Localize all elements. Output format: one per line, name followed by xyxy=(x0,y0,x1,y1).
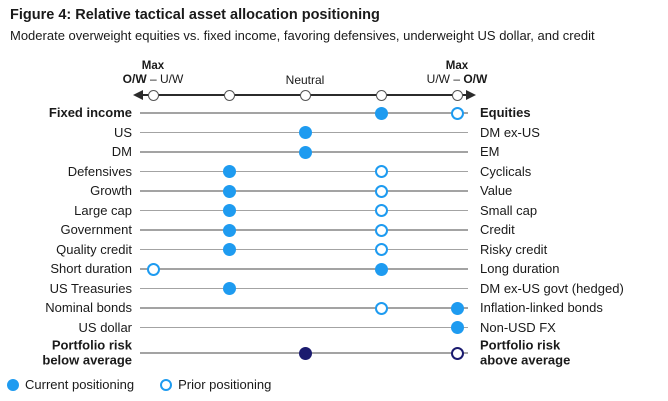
row-label-right: Small cap xyxy=(480,202,538,218)
row-label-right: Inflation-linked bonds xyxy=(480,299,603,315)
row-label-right: Risky credit xyxy=(480,241,548,257)
row-label-left: Large cap xyxy=(74,202,132,218)
row-label-right: Long duration xyxy=(480,260,560,276)
prior-dot xyxy=(374,223,388,237)
row-label-right: Non-USD FX xyxy=(480,319,556,335)
legend-current-label: Current positioning xyxy=(25,377,135,392)
prior-dot xyxy=(374,165,388,178)
figure-title: Figure 4: Relative tactical asset alloca… xyxy=(10,7,380,23)
current-dot xyxy=(450,301,464,315)
current-positioning-dot-icon xyxy=(7,378,19,391)
row-label-left: DM xyxy=(111,143,132,159)
row-line xyxy=(140,209,468,212)
axis-label-neutral: Neutral xyxy=(285,73,325,87)
row-label-left: Fixed income xyxy=(48,104,132,120)
row-label-right: DM ex-US xyxy=(480,124,540,140)
row-label-right: Portfolio risk above average xyxy=(480,337,571,367)
legend: Current positioning Prior positioning xyxy=(7,377,271,392)
prior-dot xyxy=(450,346,464,360)
row-line xyxy=(140,287,468,290)
row-line xyxy=(140,326,468,329)
row-label-right: Value xyxy=(480,182,513,198)
row-label-right: DM ex-US govt (hedged) xyxy=(480,280,624,296)
prior-dot xyxy=(374,184,388,198)
legend-item-prior: Prior positioning xyxy=(160,377,271,392)
current-dot xyxy=(222,223,236,237)
current-dot xyxy=(374,106,388,120)
row-label-right: EM xyxy=(480,143,500,159)
row-label-left: Government xyxy=(60,221,132,237)
axis-tick xyxy=(375,89,387,101)
axis-label-max-ow-left: Max O/W – U/W xyxy=(122,60,184,86)
prior-dot xyxy=(374,243,388,256)
legend-prior-label: Prior positioning xyxy=(178,377,272,392)
current-dot xyxy=(298,126,312,139)
row-label-left: Nominal bonds xyxy=(45,299,132,315)
current-dot xyxy=(450,321,464,334)
current-dot xyxy=(222,282,236,295)
row-line xyxy=(140,190,468,192)
current-dot xyxy=(222,184,236,198)
axis-tick xyxy=(147,89,159,101)
row-label-right: Equities xyxy=(480,104,531,120)
figure-subtitle: Moderate overweight equities vs. fixed i… xyxy=(10,28,595,43)
row-label-left: US Treasuries xyxy=(49,280,132,296)
current-dot xyxy=(222,165,236,178)
current-dot xyxy=(374,262,388,276)
prior-dot xyxy=(374,204,388,217)
current-dot xyxy=(222,243,236,256)
row-line xyxy=(140,268,468,270)
current-dot xyxy=(298,145,312,159)
prior-positioning-circle-icon xyxy=(160,378,173,391)
row-line xyxy=(140,248,468,251)
row-label-left: Portfolio risk below average xyxy=(42,337,132,367)
row-label-right: Cyclicals xyxy=(480,163,532,179)
row-label-left: Short duration xyxy=(50,260,132,276)
legend-item-current: Current positioning xyxy=(7,377,134,392)
current-dot xyxy=(298,346,312,360)
axis-tick xyxy=(451,89,463,101)
row-label-left: Quality credit xyxy=(56,241,132,257)
axis-tick xyxy=(223,89,235,101)
axis-arrow-left-icon xyxy=(133,90,143,100)
prior-dot xyxy=(450,106,464,120)
prior-dot xyxy=(146,262,160,276)
row-label-left: Growth xyxy=(90,182,132,198)
row-label-right: Credit xyxy=(480,221,515,237)
row-line xyxy=(140,307,468,309)
prior-dot xyxy=(374,301,388,315)
row-label-left: Defensives xyxy=(67,163,132,179)
row-label-left: US xyxy=(113,124,132,140)
axis-arrow-right-icon xyxy=(466,90,476,100)
current-dot xyxy=(222,204,236,217)
row-line xyxy=(140,112,468,114)
row-label-left: US dollar xyxy=(78,319,132,335)
axis-tick xyxy=(299,89,311,101)
row-line xyxy=(140,229,468,231)
axis-label-max-ow-right: Max U/W – O/W xyxy=(426,60,488,86)
row-line xyxy=(140,170,468,173)
